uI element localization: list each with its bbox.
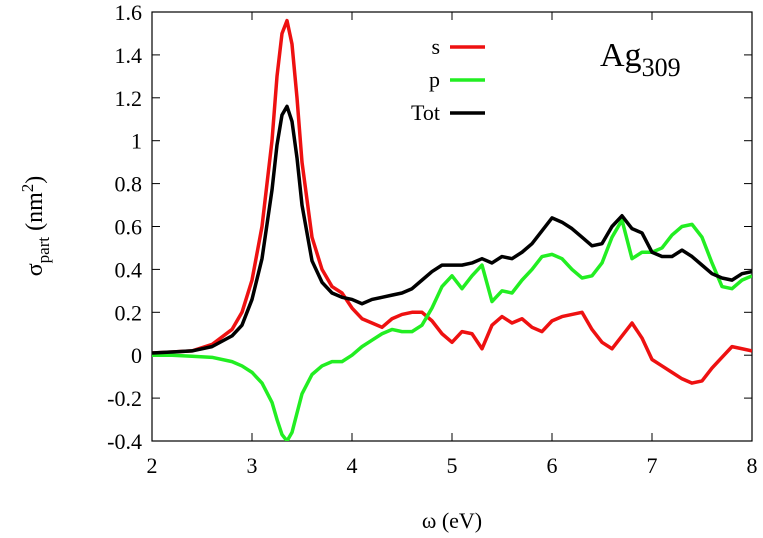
annotation-main: Ag — [600, 37, 642, 74]
y-tick-label: 1.4 — [115, 43, 143, 68]
x-axis-label: ω (eV) — [422, 508, 482, 533]
series-line — [152, 18, 752, 385]
y-label-part: (nm — [22, 192, 48, 237]
series-line — [152, 104, 752, 355]
x-tick-label: 6 — [547, 453, 558, 478]
y-tick-label: 1.6 — [115, 0, 143, 25]
legend-label: Tot — [411, 100, 440, 125]
y-tick-label: 0.8 — [115, 172, 143, 197]
legend-label: p — [429, 67, 440, 92]
y-tick-label: 1 — [131, 129, 142, 154]
series-line — [152, 218, 752, 441]
y-label-part: σ — [22, 263, 48, 276]
x-tick-label: 8 — [747, 453, 758, 478]
y-label-sub: part — [34, 237, 53, 264]
x-tick-label: 3 — [247, 453, 258, 478]
y-label-sup: 2 — [18, 184, 37, 193]
y-tick-label: 1.2 — [115, 86, 143, 111]
y-tick-label: 0.2 — [115, 300, 143, 325]
y-tick-label: 0.4 — [115, 257, 143, 282]
y-tick-label: -0.4 — [107, 429, 142, 454]
y-tick-label: 0 — [131, 343, 142, 368]
x-tick-label: 4 — [347, 453, 358, 478]
annotation: Ag309 — [600, 37, 681, 82]
x-tick-label: 2 — [147, 453, 158, 478]
y-axis-label: σpart (nm2) — [18, 176, 53, 277]
x-tick-label: 5 — [447, 453, 458, 478]
y-tick-label: 0.6 — [115, 215, 143, 240]
y-tick-label: -0.2 — [107, 386, 142, 411]
y-label-part: ) — [22, 176, 48, 184]
legend-label: s — [431, 34, 440, 59]
annotation-sub: 309 — [642, 53, 681, 82]
x-tick-label: 7 — [647, 453, 658, 478]
